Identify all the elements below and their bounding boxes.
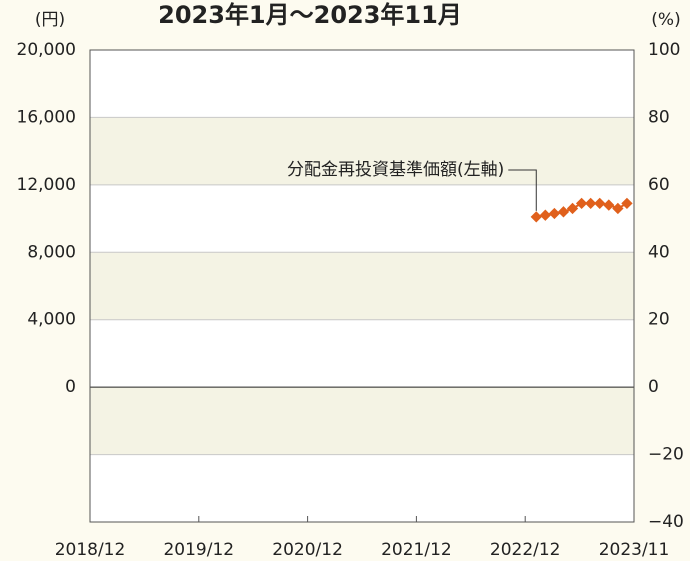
point — [603, 199, 615, 211]
y-tick-label: 4,000 — [27, 310, 76, 330]
point — [621, 197, 633, 210]
x-tick-label: 2019/12 — [163, 540, 234, 560]
y2-tick-label: 60 — [648, 175, 670, 195]
y-tick-label: 0 — [65, 377, 76, 397]
point — [612, 202, 624, 215]
y-tick-label: 12,000 — [17, 175, 76, 195]
band — [90, 252, 634, 320]
point — [539, 209, 551, 221]
plot-frame — [89, 49, 635, 523]
y-unit: (円) — [35, 10, 65, 30]
point — [566, 202, 579, 215]
annotation: 分配金再投資基準価額(左軸) — [287, 160, 504, 180]
y2-tick-label: 20 — [648, 310, 670, 330]
point — [594, 197, 606, 210]
band — [90, 387, 634, 455]
annotation-leader — [508, 169, 537, 211]
y2-tick-label: 100 — [648, 40, 680, 60]
point — [557, 206, 570, 218]
point — [575, 197, 588, 210]
x-tick-label: 2021/12 — [381, 540, 452, 560]
chart-title: 2023年1月〜2023年11月 — [158, 1, 462, 29]
point — [585, 197, 597, 210]
y-tick-label: 8,000 — [27, 242, 76, 262]
x-tick-label: 2018/12 — [55, 540, 126, 560]
band — [90, 117, 634, 185]
point — [548, 207, 561, 220]
point — [530, 211, 542, 223]
y2-tick-label: 80 — [648, 107, 670, 127]
y2-tick-label: −20 — [648, 445, 684, 465]
y2-tick-label: 0 — [648, 377, 659, 397]
x-tick-label: 2023/11 — [599, 540, 670, 560]
y2-tick-label: −40 — [648, 512, 684, 532]
y2-tick-label: 40 — [648, 242, 670, 262]
y2-unit: (%) — [651, 10, 680, 30]
x-tick-label: 2020/12 — [272, 540, 343, 560]
y-tick-label: 20,000 — [17, 40, 76, 60]
x-tick-label: 2022/12 — [490, 540, 561, 560]
y-tick-label: 16,000 — [17, 107, 76, 127]
